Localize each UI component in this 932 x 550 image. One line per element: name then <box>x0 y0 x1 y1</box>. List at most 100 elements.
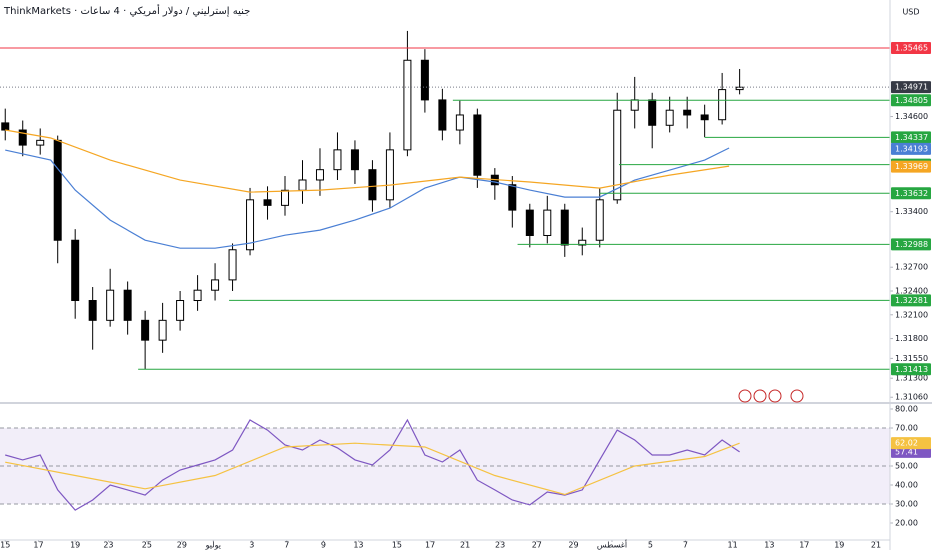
y-tick-label: 1.31800 <box>895 334 928 343</box>
x-tick-label: 17 <box>33 541 43 550</box>
x-tick-label: 25 <box>142 541 152 550</box>
price-tag: 1.32281 <box>895 296 928 305</box>
event-icon[interactable] <box>738 389 752 403</box>
candle-body <box>53 139 62 241</box>
price-tag: 1.31413 <box>895 365 928 374</box>
price-tag-bg <box>891 81 931 94</box>
candle-body <box>18 129 27 146</box>
candle-body <box>36 139 45 146</box>
candle-body <box>281 189 290 206</box>
event-icon[interactable] <box>753 389 767 403</box>
x-tick-label: أغسطس <box>597 540 627 550</box>
candle-body <box>473 114 482 176</box>
price-tag: 1.32988 <box>895 240 928 249</box>
event-icons <box>738 389 804 403</box>
currency-label[interactable]: USD <box>902 8 919 17</box>
x-tick-label: 29 <box>177 541 187 550</box>
candle-body <box>455 114 464 131</box>
candle-body <box>385 149 394 201</box>
price-tag: 1.34805 <box>895 96 928 105</box>
price-tag: 1.33632 <box>895 189 928 198</box>
moving-average <box>5 147 730 249</box>
candle-body <box>315 169 324 181</box>
candle-body <box>403 59 412 151</box>
candle-body <box>578 239 587 246</box>
y-tick-label: 40.00 <box>895 480 918 489</box>
price-tag: 1.34971 <box>895 83 928 92</box>
x-tick-label: 23 <box>103 541 113 550</box>
candle-body <box>246 199 255 251</box>
candle-body <box>508 184 517 211</box>
price-tag: 1.34337 <box>895 133 928 142</box>
y-tick-label: 70.00 <box>895 423 918 432</box>
candle-body <box>420 59 429 101</box>
price-tag: 1.33969 <box>895 162 928 171</box>
candle-body <box>71 239 80 302</box>
candle-body <box>525 209 534 236</box>
event-icon[interactable] <box>768 389 782 403</box>
x-tick-label: 11 <box>728 541 738 550</box>
x-tick-label: يوليو <box>205 541 221 550</box>
candle-body <box>543 209 552 236</box>
y-tick-label: 30.00 <box>895 499 918 508</box>
x-tick-label: 9 <box>321 541 326 550</box>
x-tick-label: 13 <box>353 541 363 550</box>
rsi-line <box>5 418 740 511</box>
chart-title: ThinkMarkets · جنيه إسترليني / دولار أمر… <box>3 4 250 17</box>
y-tick-label: 1.32700 <box>895 263 928 272</box>
candle-body <box>665 109 674 126</box>
x-tick-label: 17 <box>799 541 809 550</box>
y-tick-label: 1.32100 <box>895 310 928 319</box>
price-tag-bg <box>891 41 931 54</box>
candle-body <box>683 109 692 116</box>
x-tick-label: 7 <box>683 541 688 550</box>
plot-layer <box>0 30 893 542</box>
moving-average <box>5 129 730 193</box>
y-tick-label: 1.31300 <box>895 374 928 383</box>
candle-body <box>700 114 709 121</box>
price-tag-bg <box>891 187 931 200</box>
y-tick-label: 1.34600 <box>895 112 928 121</box>
price-tag-bg <box>891 294 931 307</box>
candle-body <box>1 122 10 131</box>
x-tick-label: 27 <box>532 541 542 550</box>
rsi-tag: 57.41 <box>895 447 918 456</box>
candle-body <box>613 109 622 201</box>
y-tick-label: 20.00 <box>895 518 918 527</box>
price-tag-bg <box>891 238 931 251</box>
x-tick-label: 5 <box>648 541 653 550</box>
x-tick-label: 3 <box>249 541 254 550</box>
price-tag: 1.35465 <box>895 43 928 52</box>
x-tick-label: 13 <box>764 541 774 550</box>
candle-body <box>368 169 377 201</box>
x-tick-label: 15 <box>392 541 402 550</box>
y-tick-label: 1.31550 <box>895 354 928 363</box>
candle-body <box>630 99 639 111</box>
price-tag-bg <box>891 363 931 376</box>
rsi-line <box>5 442 740 496</box>
candle-body <box>193 289 202 302</box>
candle-body <box>735 86 744 91</box>
candle-body <box>211 279 220 291</box>
x-tick-label: 21 <box>460 541 470 550</box>
candle-body <box>648 99 657 126</box>
candle-body <box>106 289 115 321</box>
y-tick-label: 1.32400 <box>895 286 928 295</box>
candle-body <box>263 199 272 206</box>
candle-body <box>595 199 604 241</box>
y-tick-label: 50.00 <box>895 461 918 470</box>
event-icon[interactable] <box>790 389 804 403</box>
candle-body <box>333 149 342 171</box>
x-tick-label: 23 <box>495 541 505 550</box>
candle-body <box>88 300 97 321</box>
y-tick-label: 1.31060 <box>895 393 928 402</box>
rsi-tag-bg <box>891 437 931 450</box>
x-tick-label: 15 <box>0 541 10 550</box>
candle-body <box>350 149 359 171</box>
candle-body <box>560 209 569 246</box>
x-tick-label: 7 <box>284 541 289 550</box>
candle-body <box>176 300 185 321</box>
candle-body <box>123 289 132 321</box>
